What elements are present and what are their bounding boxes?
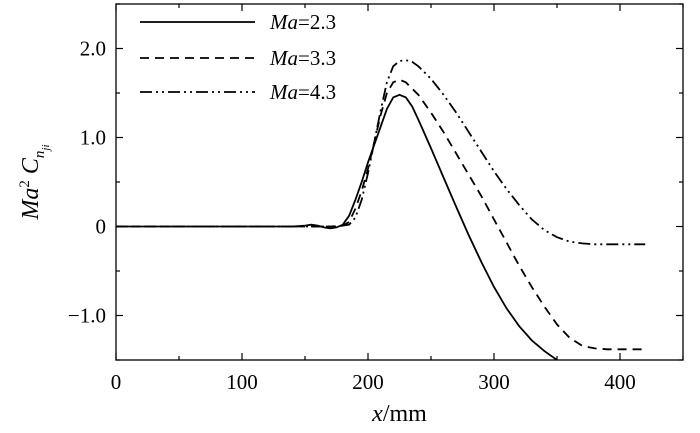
x-tick-label: 100 [226,370,258,394]
series-layer [116,59,646,360]
x-axis-label: x/mm [371,401,427,427]
x-tick-label: 200 [352,370,384,394]
series-line-ma-4-3 [116,59,646,246]
x-tick-label: 300 [478,370,510,394]
y-axis-label: Ma2Cnji [17,144,52,220]
x-tick-label: 0 [111,370,122,394]
x-tick-label: 400 [604,370,636,394]
axis-tick-labels: 0 100 200 300 400 −1.0 0 1.0 2.0 [68,37,636,395]
legend: Ma=2.3 Ma=3.3 Ma=4.3 [140,10,336,104]
legend-label-ma-4-3: Ma=4.3 [269,80,336,104]
axis-ticks [115,3,684,361]
legend-label-ma-2-3: Ma=2.3 [269,10,336,34]
legend-label-ma-3-3: Ma=3.3 [269,46,336,70]
y-tick-label: 1.0 [80,126,106,150]
series-line-ma-3-3 [116,78,646,351]
y-tick-label: −1.0 [68,304,106,328]
y-tick-label: 2.0 [80,37,106,61]
series-line-ma-2-3 [116,93,558,360]
y-tick-label: 0 [96,215,107,239]
